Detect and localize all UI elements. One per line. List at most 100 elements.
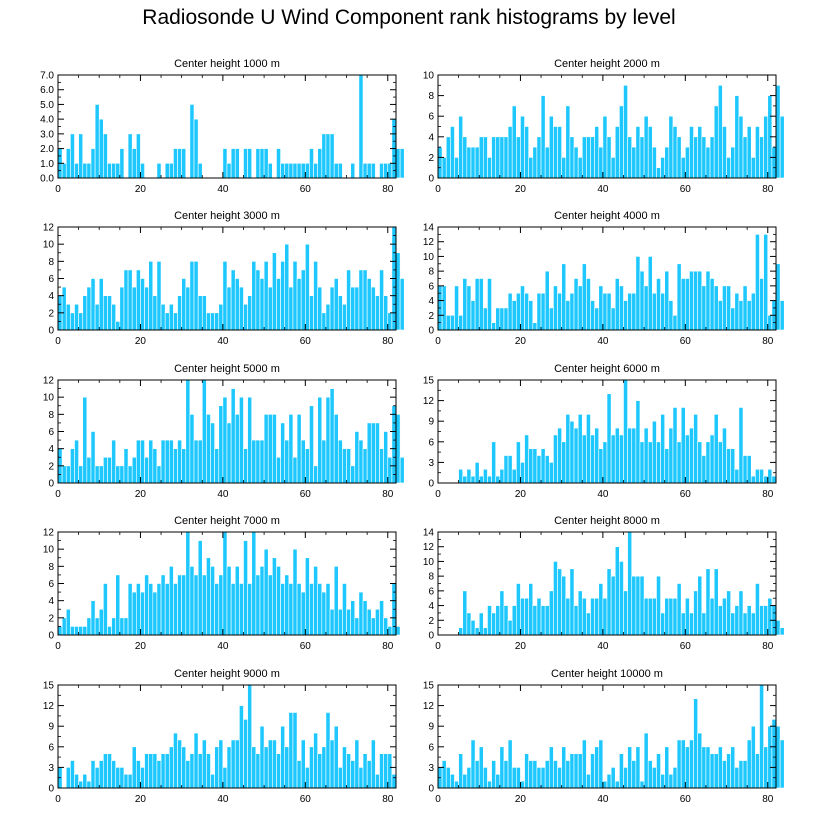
histogram-bar [759,278,764,331]
histogram-bar [284,574,290,636]
histogram-bar [230,583,236,636]
histogram-bar [540,767,546,789]
histogram-bar [470,475,476,484]
histogram-bar [115,162,121,179]
y-tick-label: 10 [43,240,55,251]
histogram-bar [243,448,248,484]
histogram-bar [652,292,657,331]
histogram-bar [276,148,281,179]
histogram-bar [78,626,84,636]
histogram-bar [127,133,133,179]
histogram-bar [441,157,447,179]
x-tick-label: 20 [135,641,147,652]
histogram-bar [598,448,604,484]
histogram-bar [763,746,769,789]
histogram-bar [300,739,306,789]
histogram-bar [676,441,682,484]
histogram-bar [738,115,744,179]
histogram-bar [738,407,744,484]
histogram-bar [610,767,616,789]
panel-title: Center height 2000 m [554,58,660,70]
x-tick-label: 40 [217,184,229,195]
x-tick-label: 0 [435,489,441,500]
histogram-bar [532,605,538,636]
histogram-bar [441,760,447,789]
histogram-bar [693,414,698,484]
histogram-bar [672,767,678,789]
histogram-bar [210,566,215,636]
histogram-bar [668,597,674,636]
histogram-bar [168,303,174,331]
histogram-bar [284,243,290,331]
histogram-bar [478,475,484,484]
chart-panel-2: Center height 2000 m 0 20 40 60 80 0 2 4 6 8 10 [423,58,785,195]
histogram-bar [705,270,711,331]
histogram-bar [280,261,286,331]
y-tick-label: 8 [428,267,434,278]
panel-title: Center height 4000 m [554,210,660,222]
y-tick-label: 3 [428,458,434,469]
y-tick-label: 12 [43,376,55,387]
histogram-bar [82,773,88,789]
histogram-bar [454,780,459,789]
y-tick-label: 12 [423,237,435,248]
histogram-bar [230,269,236,331]
histogram-bar [705,146,711,179]
histogram-bar [445,314,451,331]
histogram-bar [296,278,302,331]
histogram-bar [263,261,269,331]
histogram-bar [474,146,480,179]
histogram-bar [487,780,492,789]
histogram-bar [82,162,88,179]
y-tick-label: 15 [423,376,435,387]
histogram-bar [639,575,645,636]
histogram-bar [354,431,360,484]
histogram-bar [742,760,748,789]
histogram-bar [185,286,191,331]
y-tick-label: 8 [48,410,54,421]
histogram-bar [610,307,616,331]
histogram-bar [742,136,748,179]
histogram-bar [619,753,624,789]
histogram-bar [140,767,145,789]
histogram-bar [685,746,690,789]
histogram-bar [701,285,707,331]
histogram-bar [342,303,347,331]
histogram-bar [553,760,558,789]
histogram-bar [511,767,517,789]
histogram-bar [276,753,281,789]
histogram-bar [103,295,108,331]
histogram-bar [462,773,468,789]
histogram-bar [742,612,748,636]
histogram-bar [111,439,117,484]
histogram-bar [329,133,335,179]
histogram-bar [193,439,199,484]
histogram-bar [272,252,277,331]
histogram-bar [763,234,769,331]
histogram-bar [594,126,600,179]
histogram-bar [366,162,372,179]
histogram-bar [536,767,542,789]
histogram-bar [713,568,719,636]
histogram-bar [771,146,777,179]
histogram-bar [160,439,166,484]
histogram-bar [499,307,505,331]
histogram-bar [333,162,339,179]
histogram-bar [577,157,583,179]
histogram-bar [734,95,740,179]
histogram-bar [123,269,129,331]
x-tick-label: 20 [515,184,527,195]
y-tick-label: 12 [43,223,55,234]
y-tick-label: 4 [428,296,434,307]
histogram-bar [668,300,674,331]
histogram-bar [561,157,567,179]
y-tick-label: 9 [428,722,434,733]
y-tick-label: 4 [428,132,434,143]
histogram-bar [689,739,694,789]
y-tick-label: 2.0 [40,144,54,155]
histogram-bar [779,115,785,179]
histogram-bar [90,148,96,179]
histogram-bar [685,278,690,331]
histogram-bar [300,591,306,636]
x-tick-label: 0 [55,641,61,652]
